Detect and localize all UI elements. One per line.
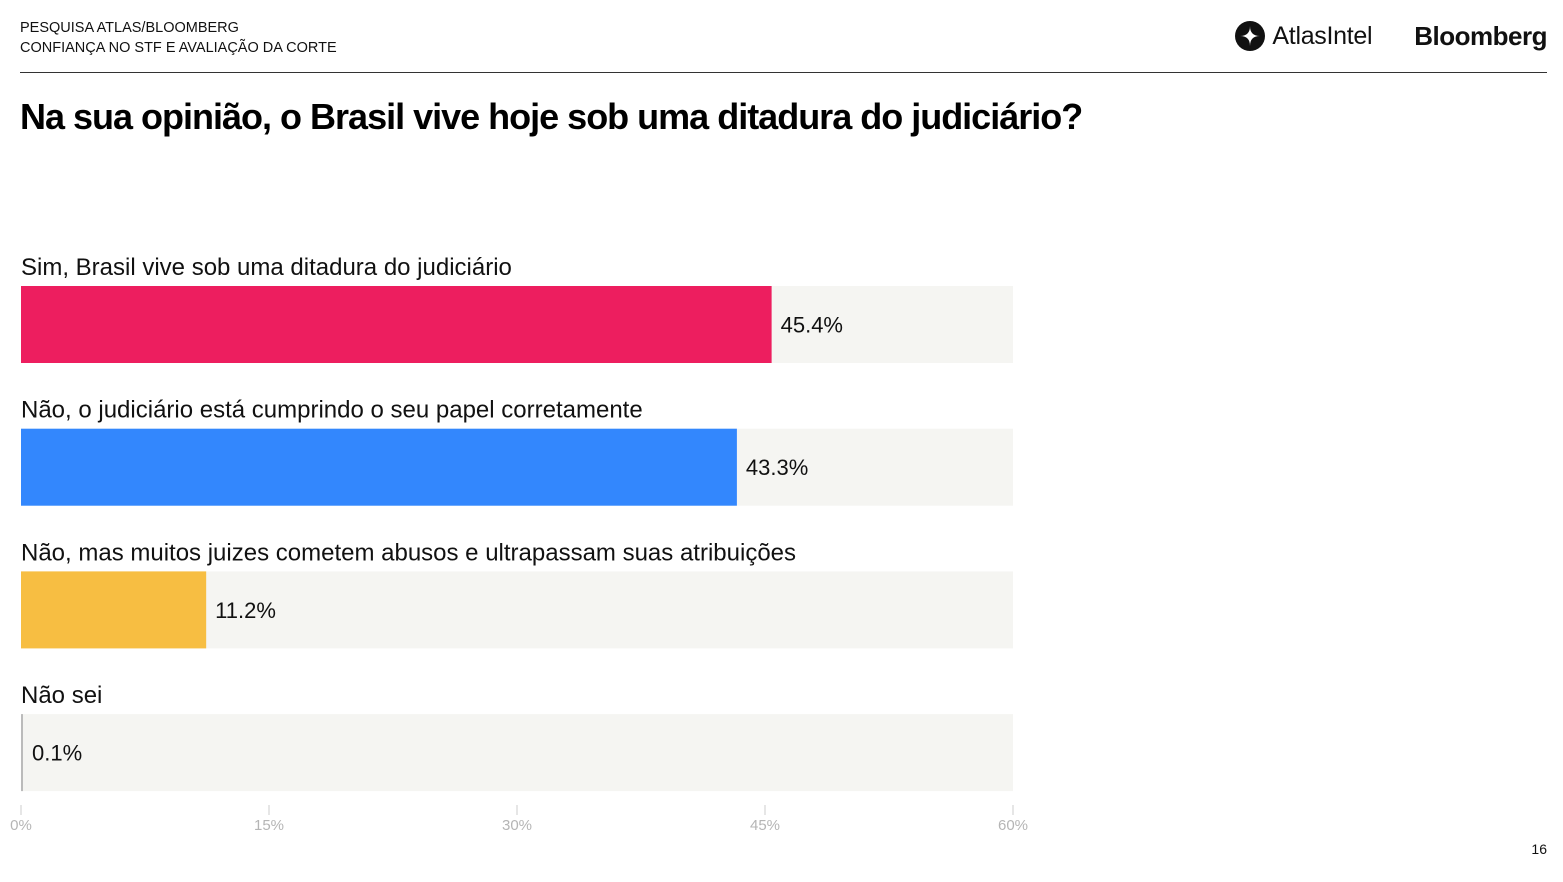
survey-name: PESQUISA ATLAS/BLOOMBERG [20,20,239,36]
value-label: 45.4% [781,313,843,338]
x-tick-label: 60% [998,817,1028,834]
value-label: 11.2% [215,598,276,623]
report-header: PESQUISA ATLAS/BLOOMBERG CONFIANÇA NO ST… [20,18,337,58]
report-subject: CONFIANÇA NO STF E AVALIAÇÃO DA CORTE [20,40,337,56]
value-label: 43.3% [746,455,808,480]
x-tick-label: 15% [254,817,284,834]
atlasintel-wordmark: AtlasIntel [1272,21,1373,50]
bloomberg-logo: Bloomberg [1414,20,1547,51]
x-tick-label: 45% [750,817,780,834]
atlasintel-logo-icon [1235,21,1266,51]
category-label: Não, mas muitos juizes cometem abusos e … [21,539,796,566]
page-number: 16 [1531,841,1547,857]
logos: AtlasIntel Bloomberg [1234,16,1547,56]
x-tick-label: 30% [502,817,532,834]
bar [21,286,772,363]
category-label: Não sei [21,682,102,709]
bar [21,714,23,792]
chart-title: Na sua opinião, o Brasil vive hoje sob u… [20,96,1083,137]
atlasintel-logo: AtlasIntel [1234,20,1373,52]
bar [21,571,207,649]
bar-track [21,714,1013,792]
value-label: 0.1% [32,741,82,766]
category-label: Não, o judiciário está cumprindo o seu p… [21,397,643,424]
x-tick-label: 0% [10,817,32,834]
header-divider [20,72,1547,73]
bar [21,428,737,506]
category-label: Sim, Brasil vive sob uma ditadura do jud… [21,254,512,281]
